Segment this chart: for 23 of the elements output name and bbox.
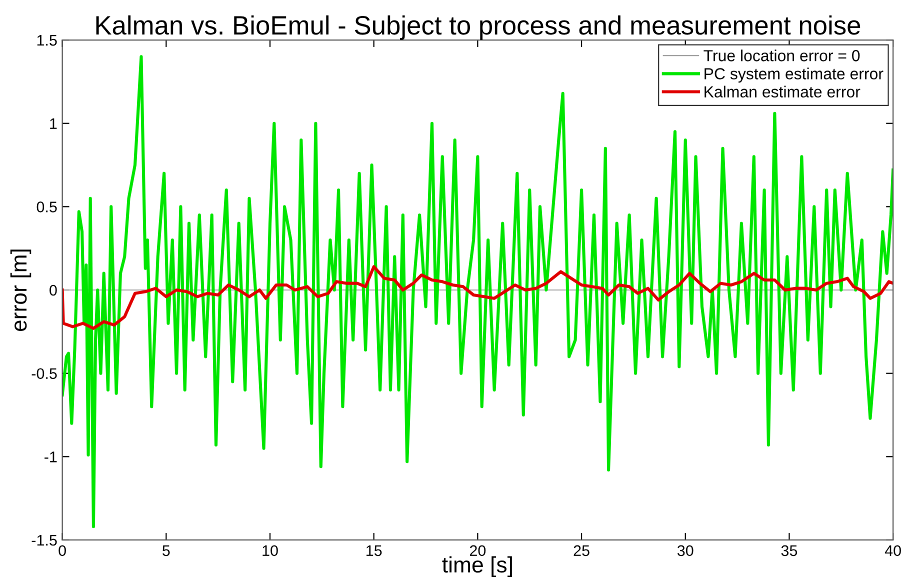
x-tick-label: 25 xyxy=(574,545,590,556)
x-tick-label: 20 xyxy=(470,545,486,556)
y-axis-title: error [m] xyxy=(10,250,32,332)
y-tick-label: 0.5 xyxy=(36,202,57,212)
y-tick-label: -1.5 xyxy=(32,535,57,546)
chart-title: Kalman vs. BioEmul - Subject to process and measurement noise xyxy=(96,15,860,40)
x-tick-label: 35 xyxy=(781,545,798,556)
legend-label: True location error = 0 xyxy=(704,50,860,62)
x-tick-label: 0 xyxy=(58,545,66,556)
y-tick-label: -1 xyxy=(44,452,57,462)
x-axis-title: time [s] xyxy=(442,556,512,578)
y-tick-label: 1 xyxy=(50,118,57,129)
y-tick-label: 0 xyxy=(50,284,57,296)
x-tick-label: 30 xyxy=(677,545,694,556)
x-tick-label: 5 xyxy=(162,545,170,556)
y-tick-label: 1.5 xyxy=(37,35,57,46)
x-tick-label: 15 xyxy=(366,545,382,556)
legend-label: Kalman estimate error xyxy=(704,86,860,98)
y-tick-label: -0.5 xyxy=(32,368,57,380)
x-tick-label: 40 xyxy=(884,545,901,556)
x-tick-label: 10 xyxy=(262,545,278,556)
line-series xyxy=(62,265,894,330)
legend-label: PC system estimate error xyxy=(704,68,884,83)
